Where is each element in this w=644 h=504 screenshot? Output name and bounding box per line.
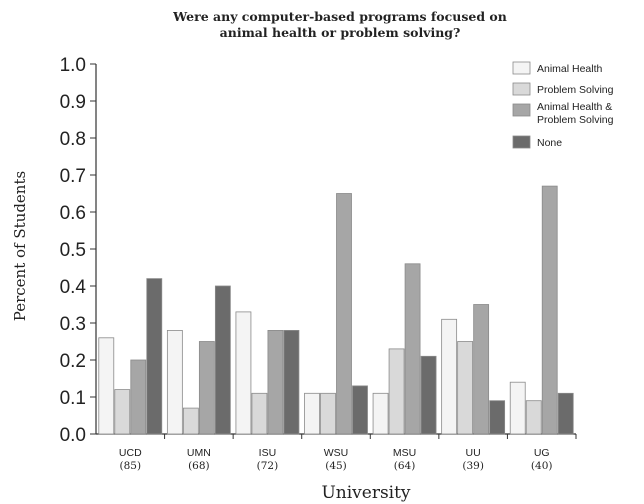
x-tick-count: (72): [257, 460, 279, 472]
y-tick-label: 0.2: [60, 351, 86, 372]
bar: [489, 400, 506, 435]
y-tick-label: 1.0: [60, 55, 86, 76]
bar: [283, 329, 300, 435]
y-tick-label: 0.6: [60, 203, 86, 224]
legend-swatch: [512, 135, 531, 149]
x-tick-count: (64): [394, 460, 416, 472]
bar: [304, 392, 320, 435]
y-tick-label: 0.8: [60, 129, 86, 150]
bar: [98, 337, 115, 435]
y-axis-label: Percent of Students: [11, 171, 29, 321]
bar: [541, 185, 558, 435]
y-tick-label: 0.5: [60, 240, 86, 261]
legend-swatch: [512, 61, 531, 75]
legend-label: Problem Solving: [537, 114, 614, 126]
bar: [182, 407, 199, 435]
x-tick-label: ISU: [259, 447, 277, 459]
x-tick-label: UG: [534, 447, 550, 459]
y-tick-label: 0.0: [60, 425, 86, 446]
legend-swatch: [512, 82, 531, 96]
bar: [372, 392, 389, 435]
x-tick-label: WSU: [324, 447, 349, 459]
x-tick-label: UCD: [119, 447, 142, 459]
x-axis-label: University: [321, 483, 410, 503]
bar: [441, 318, 458, 435]
bar: [146, 278, 163, 435]
y-tick-label: 0.9: [60, 92, 86, 113]
x-tick-count: (45): [325, 460, 347, 472]
x-tick-label: UMN: [187, 447, 211, 459]
legend-label: Problem Solving: [537, 84, 614, 96]
bars: [98, 185, 574, 435]
bar: [235, 311, 252, 435]
axes: [90, 63, 577, 439]
bar: [214, 285, 231, 435]
legend-label: None: [537, 137, 562, 149]
bar: [198, 341, 215, 435]
bar: [420, 355, 437, 435]
x-tick-count: (85): [120, 460, 142, 472]
bar: [320, 392, 336, 435]
y-tick-label: 0.1: [60, 388, 86, 409]
bar: [130, 359, 147, 435]
x-tick-count: (39): [462, 460, 484, 472]
bar: [509, 381, 526, 435]
y-tick-label: 0.4: [60, 277, 87, 298]
bar: [525, 400, 542, 435]
bar: [166, 329, 183, 435]
x-tick-count: (68): [188, 460, 210, 472]
bar: [114, 389, 131, 435]
bar: [352, 385, 368, 435]
y-tick-label: 0.7: [60, 166, 86, 187]
bar: [251, 392, 268, 435]
chart-title-line-2: animal health or problem solving?: [220, 25, 461, 40]
x-tick-label: MSU: [393, 447, 416, 459]
y-tick-label: 0.3: [60, 314, 86, 335]
legend-swatch: [512, 103, 531, 117]
bar: [336, 193, 352, 435]
bar: [388, 348, 405, 435]
x-tick-label: UU: [466, 447, 481, 459]
x-tick-count: (40): [531, 460, 553, 472]
legend-label: Animal Health &: [537, 101, 612, 113]
chart-title-line-1: Were any computer-based programs focused…: [172, 9, 507, 24]
legend-label: Animal Health: [537, 63, 603, 75]
bar: [473, 304, 490, 435]
bar: [557, 392, 574, 435]
bar: [457, 341, 474, 435]
tick-labels: 0.0 0.1 0.2 0.3 0.4 0.5 0.6 0.7 0.8 0.9 1.0 UCD(85)…: [60, 55, 553, 472]
bar: [267, 329, 284, 435]
bar: [404, 263, 421, 435]
